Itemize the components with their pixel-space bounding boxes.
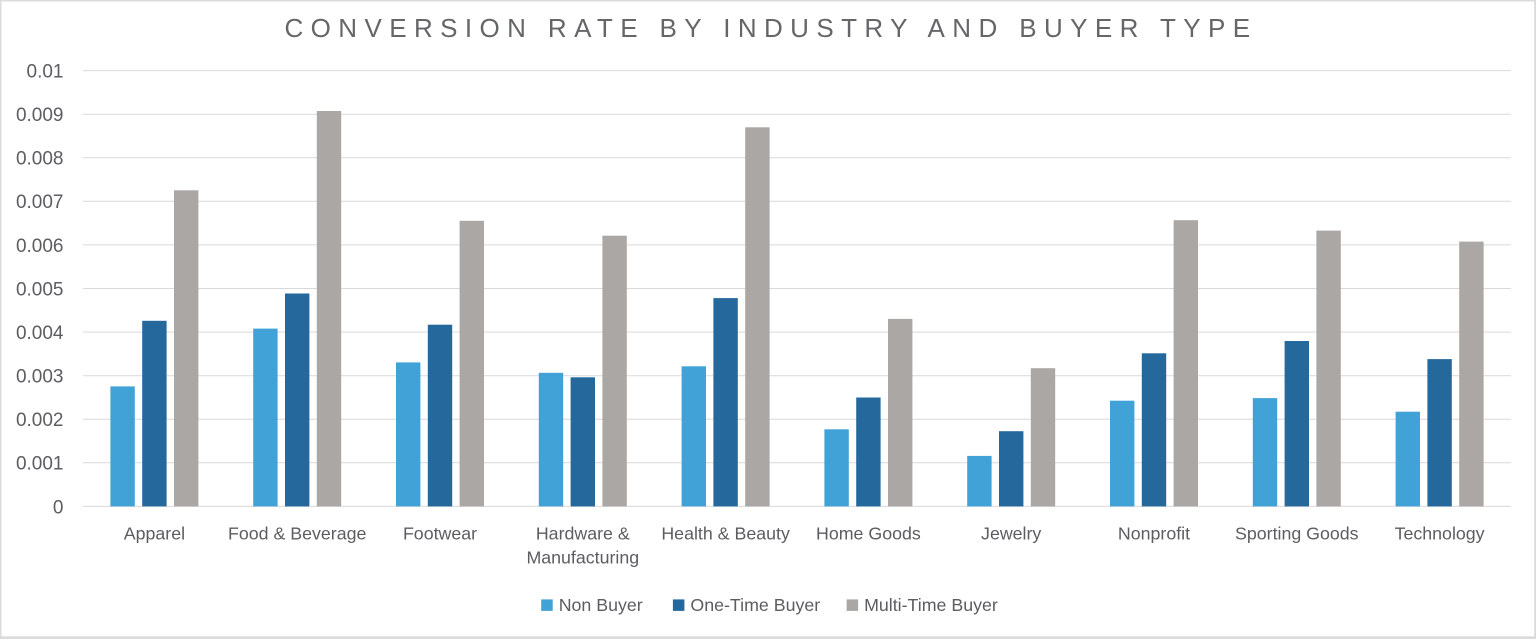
svg-text:0.003: 0.003 bbox=[16, 367, 64, 388]
svg-text:Manufacturing: Manufacturing bbox=[526, 548, 639, 568]
svg-text:0.006: 0.006 bbox=[16, 236, 64, 257]
svg-text:Jewelry: Jewelry bbox=[981, 523, 1041, 543]
svg-text:0.001: 0.001 bbox=[16, 454, 64, 475]
svg-text:Hardware &: Hardware & bbox=[536, 523, 630, 543]
svg-text:Non Buyer: Non Buyer bbox=[559, 595, 643, 615]
svg-text:0.009: 0.009 bbox=[16, 105, 64, 126]
svg-text:0.004: 0.004 bbox=[16, 323, 64, 344]
svg-text:0.002: 0.002 bbox=[16, 410, 64, 431]
svg-text:CONVERSION RATE BY INDUSTRY AN: CONVERSION RATE BY INDUSTRY AND BUYER TY… bbox=[285, 13, 1258, 43]
svg-text:0.005: 0.005 bbox=[16, 279, 64, 300]
svg-text:0.007: 0.007 bbox=[16, 192, 64, 213]
svg-text:Food & Beverage: Food & Beverage bbox=[228, 523, 366, 543]
svg-text:Apparel: Apparel bbox=[124, 523, 185, 543]
svg-text:Health & Beauty: Health & Beauty bbox=[661, 523, 790, 543]
svg-text:0.01: 0.01 bbox=[27, 62, 64, 83]
svg-text:0.008: 0.008 bbox=[16, 149, 64, 170]
svg-text:One-Time Buyer: One-Time Buyer bbox=[690, 595, 820, 615]
svg-text:Multi-Time Buyer: Multi-Time Buyer bbox=[864, 595, 998, 615]
svg-text:0: 0 bbox=[53, 497, 64, 518]
svg-text:Sporting Goods: Sporting Goods bbox=[1235, 523, 1359, 543]
svg-text:Technology: Technology bbox=[1395, 523, 1485, 543]
svg-text:Nonprofit: Nonprofit bbox=[1118, 523, 1190, 543]
svg-text:Home Goods: Home Goods bbox=[816, 523, 921, 543]
svg-text:Footwear: Footwear bbox=[403, 523, 477, 543]
